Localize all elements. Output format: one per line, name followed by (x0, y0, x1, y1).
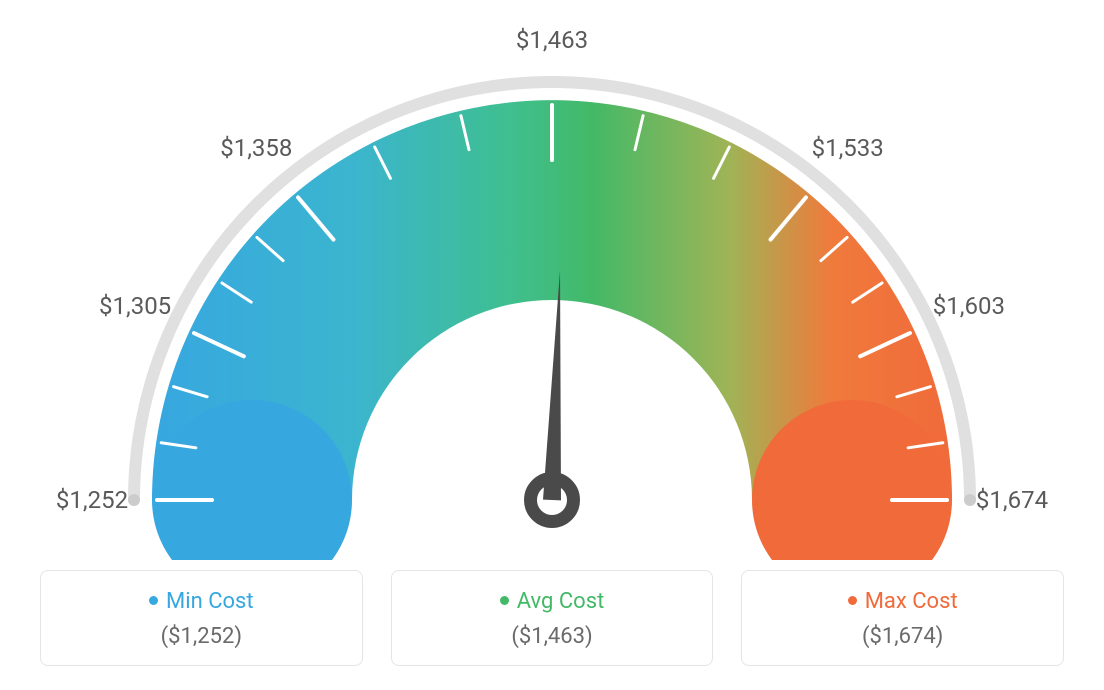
gauge-tick-label: $1,674 (976, 486, 1048, 514)
gauge-chart: $1,252 $1,305 $1,358 $1,463 $1,533 $1,603 $1,6… (0, 0, 1104, 560)
min-cost-value: ($1,252) (61, 624, 342, 649)
max-cost-card: Max Cost ($1,674) (741, 570, 1064, 666)
max-cost-title: Max Cost (762, 589, 1043, 614)
avg-cost-card: Avg Cost ($1,463) (391, 570, 714, 666)
gauge-svg (0, 0, 1104, 560)
gauge-tick-label: $1,463 (516, 26, 588, 54)
gauge-tick-label: $1,533 (812, 134, 884, 162)
avg-cost-value: ($1,463) (412, 624, 693, 649)
cost-cards-row: Min Cost ($1,252) Avg Cost ($1,463) Max … (0, 570, 1104, 666)
max-cost-value: ($1,674) (762, 624, 1043, 649)
gauge-tick-label: $1,358 (220, 134, 292, 162)
gauge-outline-endcap (964, 494, 976, 506)
min-cost-title: Min Cost (61, 589, 342, 614)
avg-cost-title: Avg Cost (412, 589, 693, 614)
gauge-tick-label: $1,603 (933, 292, 1005, 320)
gauge-tick-label: $1,252 (56, 486, 128, 514)
gauge-needle (543, 270, 561, 500)
gauge-tick-label: $1,305 (99, 292, 171, 320)
gauge-outline-endcap (128, 494, 140, 506)
min-cost-card: Min Cost ($1,252) (40, 570, 363, 666)
